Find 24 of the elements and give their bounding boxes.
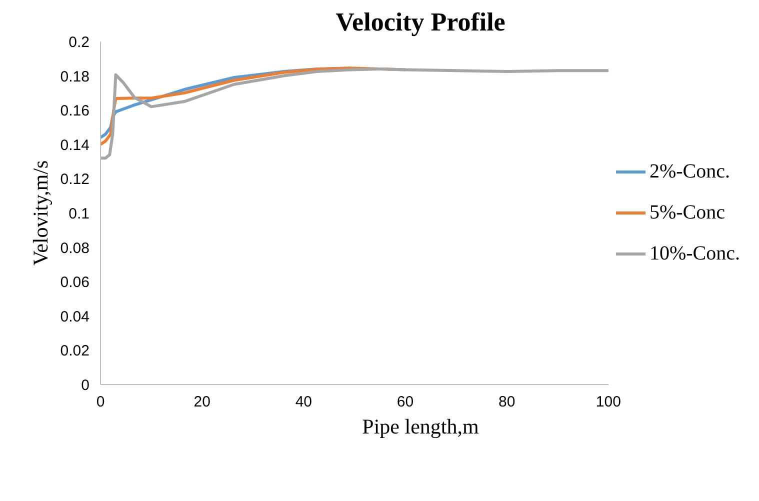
y-tick-label: 0.2 bbox=[68, 34, 90, 51]
legend-label: 10%-Conc. bbox=[649, 242, 740, 265]
y-axis-title: Velovity,m/s bbox=[28, 160, 52, 266]
y-tick-label: 0.04 bbox=[60, 308, 90, 326]
y-tick-label: 0.12 bbox=[60, 171, 90, 188]
y-tick-label: 0.08 bbox=[60, 240, 90, 257]
y-tick-label: 0.14 bbox=[60, 136, 90, 154]
chart-title: Velocity Profile bbox=[336, 8, 506, 36]
y-tick-label: 0.18 bbox=[60, 68, 90, 86]
line-series bbox=[100, 67, 610, 160]
legend-label: 5%-Conc bbox=[649, 201, 725, 224]
x-tick-label: 60 bbox=[396, 394, 414, 410]
x-tick-label: 20 bbox=[194, 394, 210, 410]
y-tick-label: 0.06 bbox=[60, 274, 90, 292]
legend-label: 2%-Conc. bbox=[649, 160, 730, 183]
x-tick-label: 0 bbox=[96, 394, 105, 410]
x-tick-label: 40 bbox=[295, 394, 312, 410]
y-tick-label: 0 bbox=[81, 377, 90, 394]
y-tick-label: 0.16 bbox=[60, 102, 90, 120]
x-tick-label: 80 bbox=[498, 394, 516, 410]
x-axis-title: Pipe length,m bbox=[362, 414, 479, 438]
x-tick-label: 100 bbox=[596, 394, 621, 410]
y-tick-label: 0.1 bbox=[68, 206, 90, 222]
y-tick-label: 0.02 bbox=[60, 342, 90, 360]
